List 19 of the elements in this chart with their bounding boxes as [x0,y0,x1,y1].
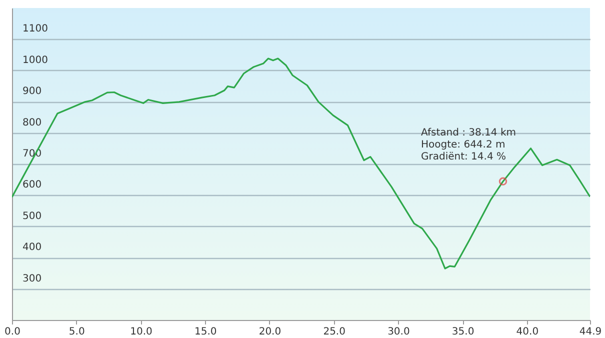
x-tick-label: 0.0 [4,326,20,338]
y-tick-label: 900 [22,86,42,98]
x-tick-label: 35.0 [452,326,474,338]
x-tick-label: 44.9 [579,326,602,338]
y-tick-label: 1100 [22,24,48,35]
x-tick-label: 10.0 [130,326,152,338]
annotation: Afstand : 38.14 km Hoogte: 644.2 m Gradiënt: 14.4 % [420,127,516,162]
x-tick-label: 40.0 [516,326,539,338]
x-tick-label: 30.0 [388,326,410,338]
x-tick-label: 15.0 [194,326,217,338]
x-tick-label: 5.0 [68,326,85,338]
y-tick-label: 400 [22,242,42,254]
y-tick-label: 500 [22,210,42,222]
y-tick-label: 600 [22,180,42,191]
x-tick-label: 20.0 [258,326,282,338]
y-tick-label: 300 [22,273,42,284]
y-tick-label: 1000 [22,54,48,66]
x-tick-label: 25.0 [323,326,346,338]
y-tick-label: 800 [22,117,42,128]
